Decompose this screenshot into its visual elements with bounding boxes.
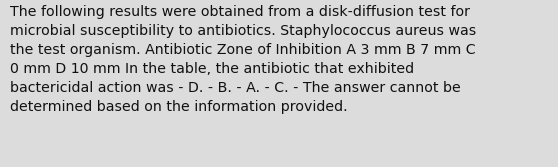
Text: The following results were obtained from a disk-diffusion test for
microbial sus: The following results were obtained from… <box>10 5 477 114</box>
